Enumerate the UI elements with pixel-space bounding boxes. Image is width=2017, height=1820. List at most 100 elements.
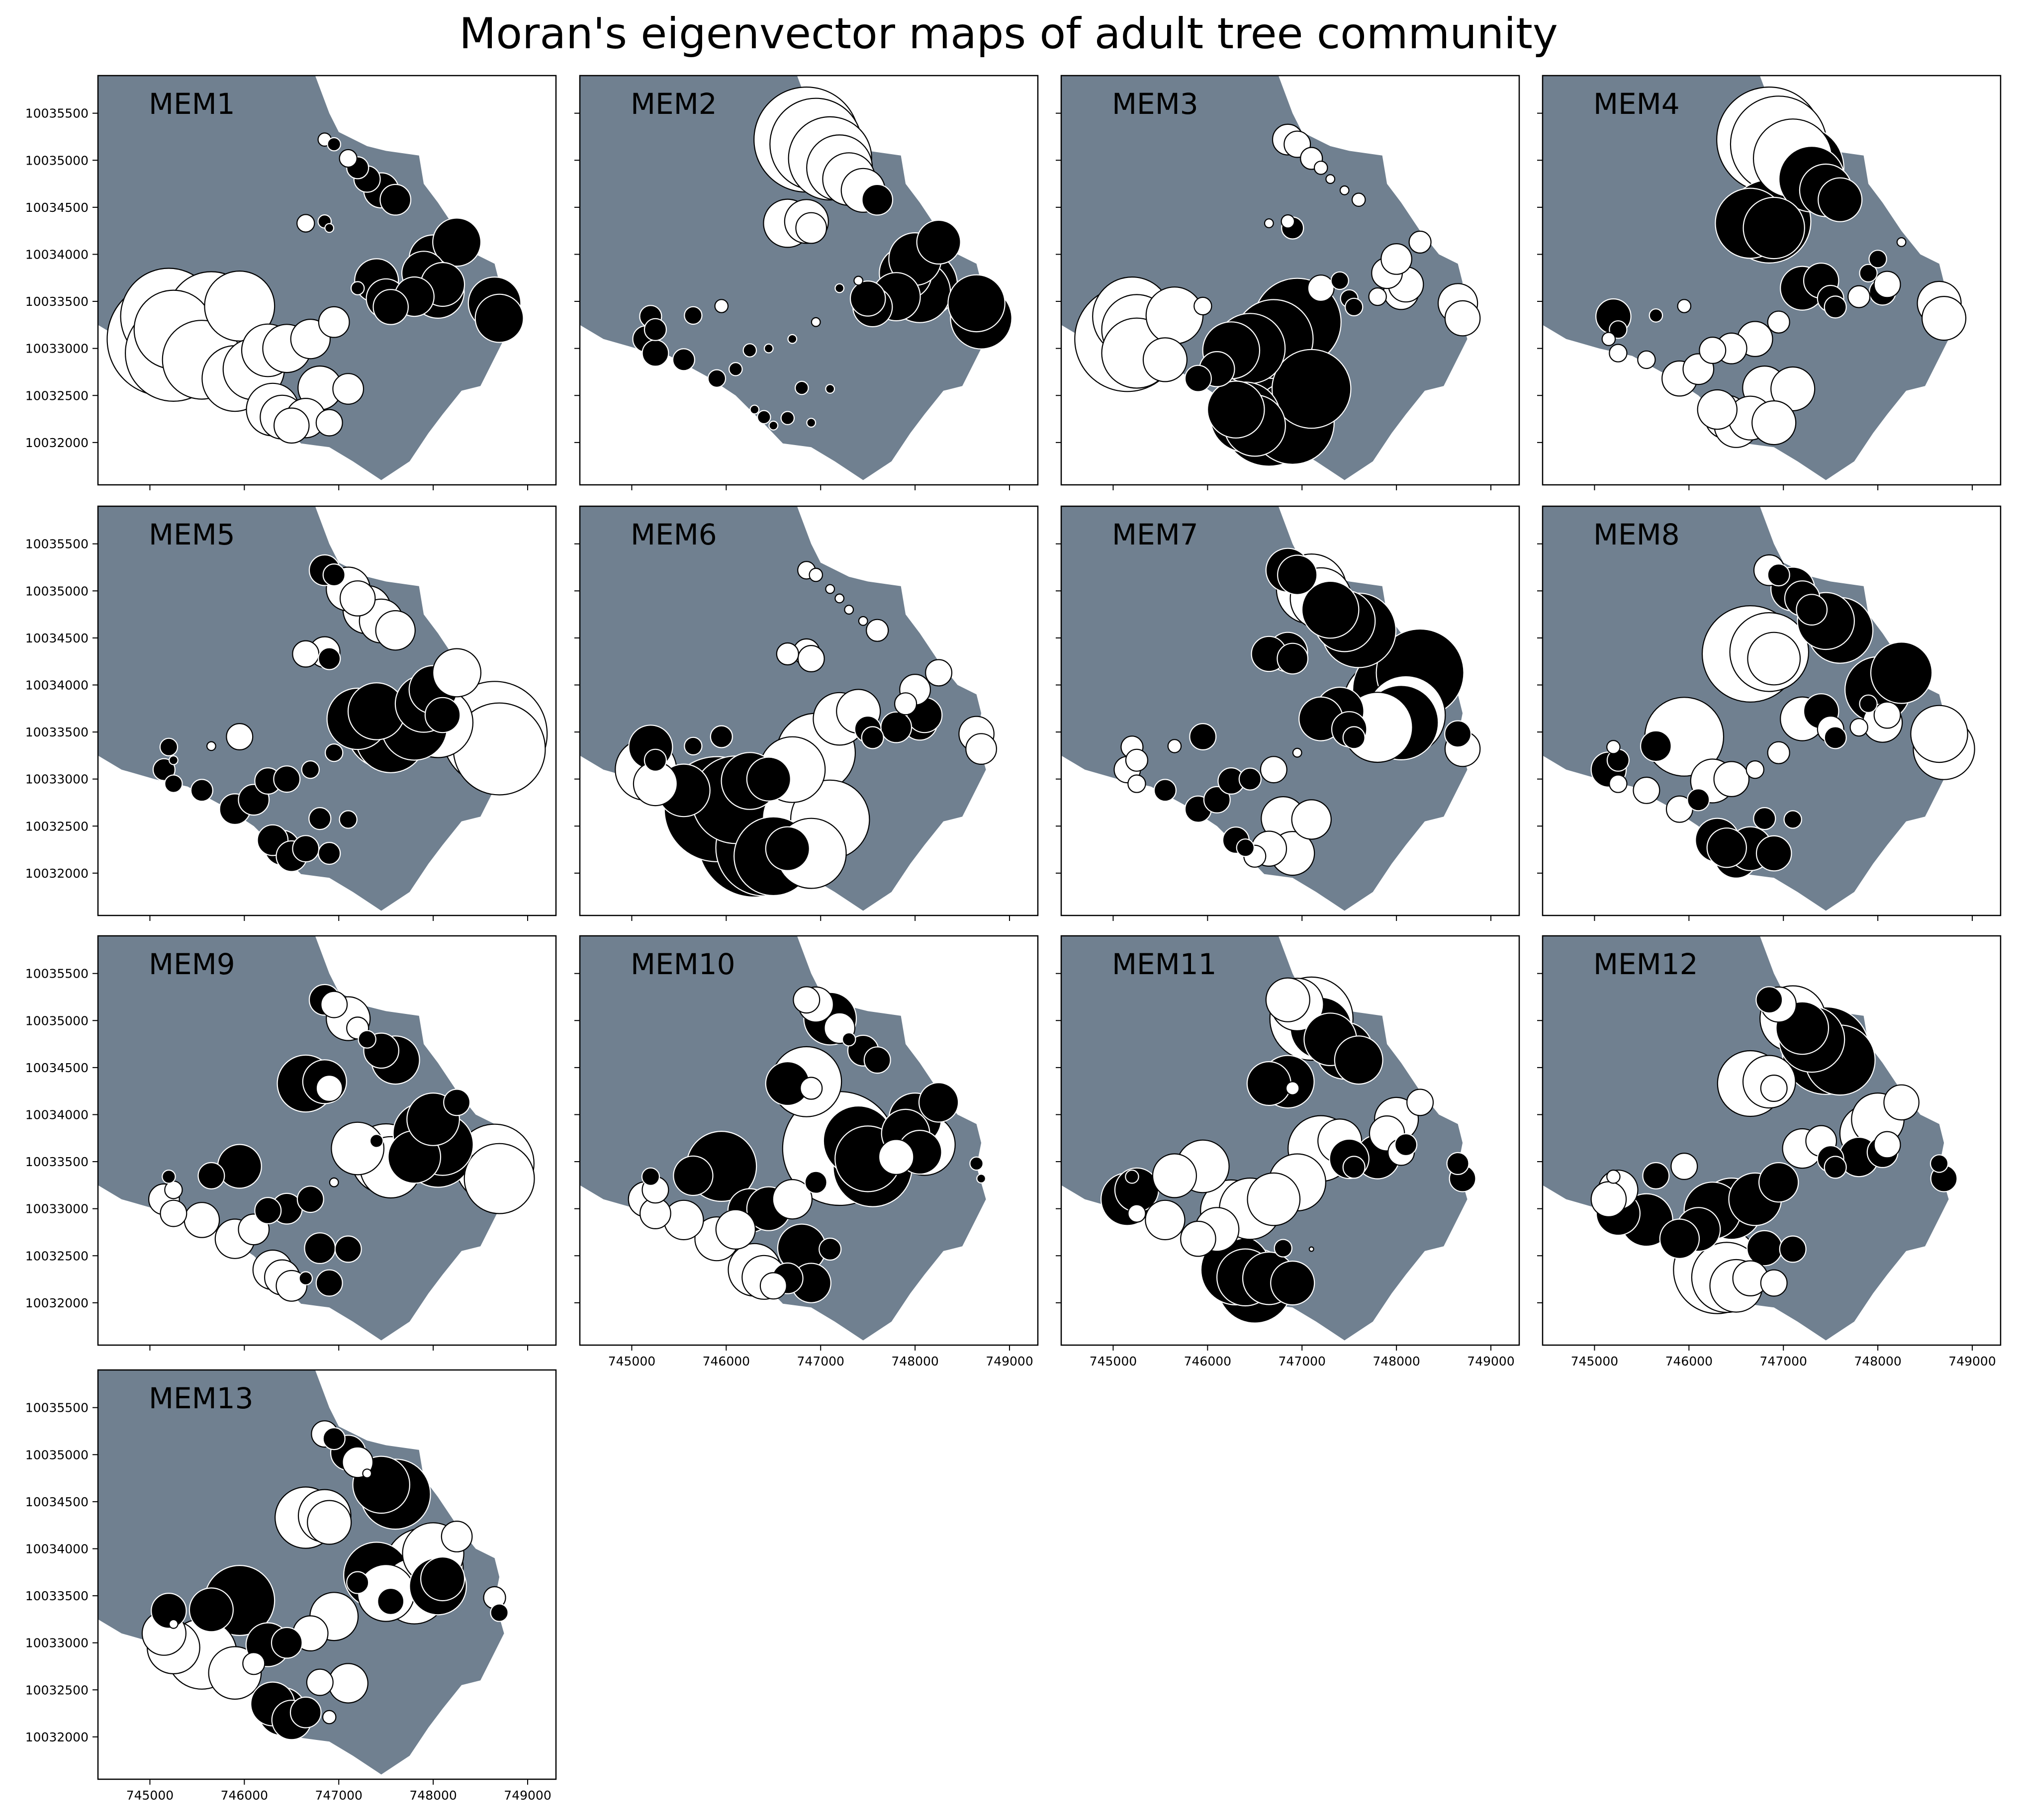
y-tick-label: 10034500 — [25, 1495, 89, 1509]
y-tick-label: 10034500 — [25, 200, 89, 215]
x-tick-label: 745000 — [126, 1788, 174, 1803]
x-tick-label: 748000 — [891, 1354, 938, 1368]
y-tick-label: 10034500 — [25, 631, 89, 645]
site-bubble — [947, 274, 1006, 333]
site-bubble — [1342, 726, 1366, 749]
site-bubble — [1339, 185, 1350, 195]
site-bubble — [375, 610, 416, 651]
site-bubble — [1706, 827, 1747, 868]
y-tick-label: 10034000 — [25, 678, 89, 692]
site-bubble — [206, 741, 216, 751]
y-tick-label: 10033500 — [25, 1155, 89, 1169]
site-bubble — [358, 1030, 376, 1049]
panel-mem5: MEM5 10032000 10032500 10033000 10033500 1003… — [25, 505, 557, 921]
site-bubble — [1203, 786, 1231, 814]
y-tick-label: 10032500 — [25, 819, 89, 833]
site-bubble — [825, 384, 835, 394]
site-bubble — [1291, 799, 1332, 840]
site-bubble — [1394, 1133, 1418, 1157]
site-bubble — [1125, 1170, 1139, 1184]
site-bubble — [322, 1710, 337, 1725]
site-bubble — [329, 1177, 339, 1187]
site-bubble — [1142, 337, 1188, 382]
x-tick-label: 749000 — [1467, 1354, 1514, 1368]
site-bubble — [1590, 1181, 1627, 1218]
site-bubble — [318, 647, 341, 670]
site-bubble — [1406, 1089, 1434, 1116]
panel-label: MEM7 — [1112, 518, 1198, 551]
site-bubble — [1444, 720, 1472, 748]
site-bubble — [1745, 760, 1764, 779]
site-bubble — [1380, 243, 1413, 275]
site-bubble — [315, 1269, 343, 1297]
site-bubble — [1127, 774, 1146, 793]
y-tick-label: 10033500 — [25, 1589, 89, 1603]
site-bubble — [164, 774, 183, 793]
panel-label: MEM6 — [631, 518, 717, 551]
site-bubble — [164, 1181, 183, 1199]
site-bubble — [1127, 1204, 1146, 1223]
panel-mem4: MEM4 — [1537, 75, 2002, 490]
site-bubble — [841, 1032, 856, 1047]
site-bubble — [1767, 563, 1790, 587]
site-bubble — [834, 283, 845, 293]
site-bubble — [169, 1619, 179, 1629]
panel-label: MEM11 — [1112, 947, 1217, 981]
site-bubble — [1659, 1218, 1700, 1259]
plot-area — [580, 936, 986, 1341]
panel-label: MEM12 — [1593, 947, 1698, 981]
panel-frame — [1060, 505, 1520, 916]
site-bubble — [1859, 694, 1878, 714]
site-bubble — [1609, 344, 1628, 363]
site-bubble — [1606, 1170, 1621, 1184]
panel-label: MEM13 — [149, 1381, 254, 1415]
site-bubble — [197, 1162, 225, 1189]
site-bubble — [878, 1139, 915, 1175]
site-bubble — [1847, 285, 1871, 308]
site-bubble — [1344, 297, 1364, 317]
site-bubble — [714, 299, 729, 313]
panel-frame — [579, 75, 1039, 486]
site-bubble — [1873, 1131, 1901, 1159]
site-bubble — [797, 644, 825, 672]
site-bubble — [346, 1571, 369, 1594]
site-bubble — [271, 1627, 303, 1659]
site-bubble — [1824, 295, 1847, 319]
plot-area — [98, 506, 548, 911]
site-bubble — [315, 1075, 343, 1102]
site-bubble — [1640, 730, 1672, 762]
site-bubble — [1153, 779, 1177, 802]
site-bubble — [861, 726, 884, 749]
plot-area — [98, 1370, 509, 1775]
site-bubble — [304, 1232, 336, 1265]
site-bubble — [183, 1202, 220, 1238]
plot-area — [1543, 506, 1975, 911]
site-bubble — [844, 605, 854, 615]
site-bubble — [1236, 838, 1255, 857]
y-tick-label: 10034000 — [25, 1107, 89, 1122]
site-bubble — [1408, 230, 1432, 254]
site-bubble — [800, 1077, 823, 1100]
site-bubble — [1747, 632, 1801, 686]
site-bubble — [863, 1046, 891, 1074]
panel-frame — [1060, 75, 1520, 486]
site-bubble — [916, 219, 961, 265]
site-bubble — [339, 580, 376, 617]
site-bubble — [322, 1427, 346, 1451]
site-bubble — [328, 1663, 368, 1704]
site-bubble — [289, 1696, 322, 1729]
site-bubble — [1760, 1269, 1788, 1297]
y-tick-label: 10033000 — [25, 772, 89, 787]
panel-mem11: MEM11 745000 746000 747000 748000 749000 — [1056, 935, 1520, 1368]
site-bubble — [1868, 250, 1887, 269]
panel-frame — [1542, 75, 2002, 486]
x-tick-label: 745000 — [1090, 1354, 1137, 1368]
site-bubble — [1247, 1172, 1301, 1226]
site-bubble — [1246, 1061, 1291, 1106]
site-bubble — [819, 1237, 842, 1261]
site-bubble — [372, 289, 409, 325]
site-bubble — [298, 1271, 313, 1285]
site-bubble — [339, 149, 358, 168]
site-bubble — [1368, 287, 1387, 306]
